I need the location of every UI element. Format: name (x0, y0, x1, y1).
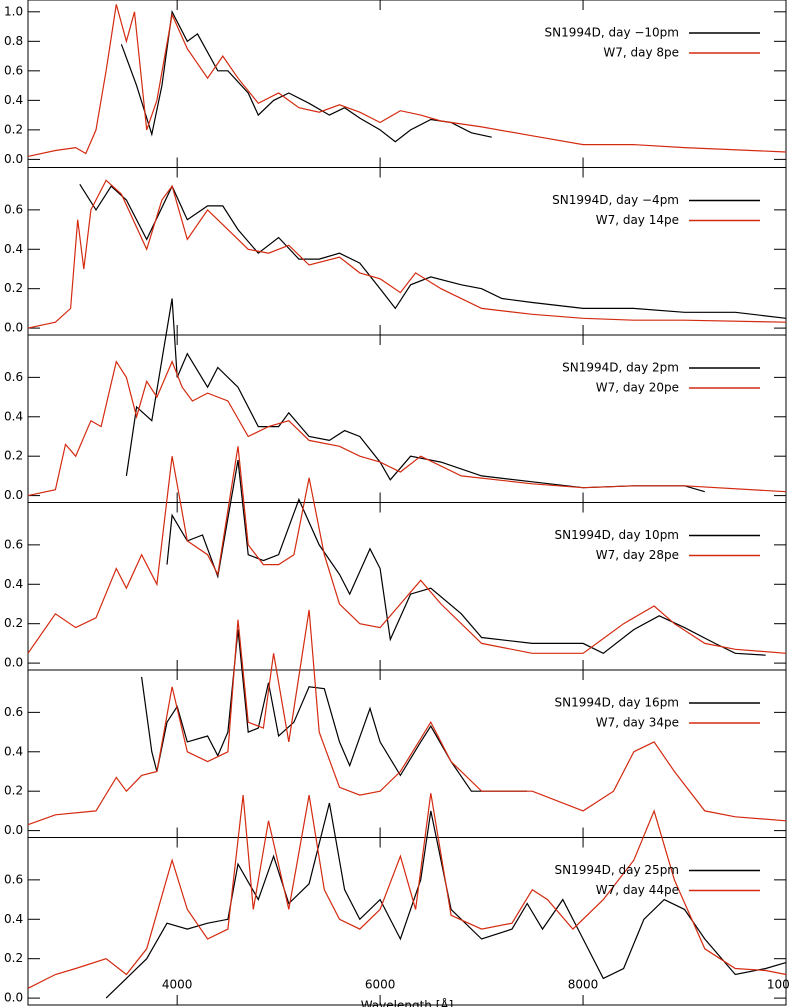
legend-label: SN1994D, day 10pm (555, 528, 679, 542)
x-tick-label: 8000 (568, 978, 599, 992)
spectrum-line (27, 446, 787, 654)
legend-label: SN1994D, day −4pm (552, 193, 679, 207)
legend-label: SN1994D, day 2pm (562, 361, 679, 375)
y-tick-label: 0.2 (4, 281, 23, 295)
spectrum-line (166, 459, 766, 656)
legend-label: W7, day 8pe (603, 46, 679, 60)
y-tick-label: 0.2 (4, 449, 23, 463)
panel-frame (27, 837, 787, 1006)
y-tick-label: 0.8 (4, 34, 23, 48)
spectrum-line (125, 298, 705, 493)
x-tick-label: 10000 (767, 978, 789, 992)
y-tick-label: 0.2 (4, 122, 23, 136)
y-tick-label: 0.0 (4, 823, 23, 837)
legend-label: SN1994D, day 25pm (555, 863, 679, 877)
x-axis-label: Wavelength [Å] (361, 998, 454, 1007)
legend-label: W7, day 44pe (596, 883, 679, 897)
y-tick-label: 0.4 (4, 242, 23, 256)
y-tick-label: 0.0 (4, 488, 23, 502)
y-tick-label: 0.6 (4, 202, 23, 216)
spectrum-line (27, 179, 787, 329)
y-tick-label: 0.6 (4, 537, 23, 551)
y-tick-label: 0.0 (4, 991, 23, 1005)
y-tick-label: 0.6 (4, 872, 23, 886)
spectrum-line (79, 183, 787, 319)
y-tick-label: 0.0 (4, 656, 23, 670)
x-tick-label: 6000 (365, 978, 396, 992)
y-tick-label: 0.2 (4, 784, 23, 798)
legend-label: W7, day 28pe (596, 548, 679, 562)
y-tick-label: 0.4 (4, 912, 23, 926)
legend-label: W7, day 34pe (596, 716, 679, 730)
y-tick-label: 0.6 (4, 370, 23, 384)
x-tick-label: 4000 (162, 978, 193, 992)
y-tick-label: 0.4 (4, 577, 23, 591)
y-tick-label: 0.4 (4, 93, 23, 107)
spectrum-line (27, 793, 787, 989)
y-tick-label: 0.2 (4, 951, 23, 965)
y-tick-label: 0.6 (4, 705, 23, 719)
y-tick-label: 1.0 (4, 4, 23, 18)
legend-label: W7, day 14pe (596, 213, 679, 227)
y-tick-label: 0.0 (4, 321, 23, 335)
y-tick-label: 0.6 (4, 63, 23, 77)
spectrum-line (27, 4, 787, 157)
y-tick-label: 0.4 (4, 409, 23, 423)
y-tick-label: 0.2 (4, 616, 23, 630)
legend-label: SN1994D, day 16pm (555, 696, 679, 710)
spectrum-line (105, 802, 787, 999)
y-tick-label: 0.4 (4, 744, 23, 758)
y-tick-label: 0.0 (4, 152, 23, 166)
spectrum-line (27, 360, 787, 497)
legend-label: W7, day 20pe (596, 381, 679, 395)
spectrum-line (27, 609, 787, 826)
legend-label: SN1994D, day −10pm (544, 26, 679, 40)
